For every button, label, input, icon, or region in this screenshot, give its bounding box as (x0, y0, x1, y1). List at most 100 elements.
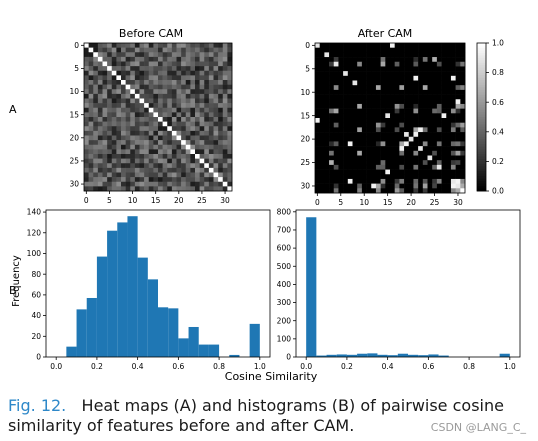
heatmap-cell (213, 130, 219, 136)
heatmap-cell (158, 181, 163, 187)
heatmap-cell (111, 61, 117, 67)
heatmap-cell (195, 75, 200, 81)
heatmap-cell (185, 167, 191, 173)
heatmap-cell (371, 160, 377, 166)
heatmap-cell (422, 80, 428, 86)
heatmap-cell (213, 80, 219, 85)
heatmap-cell (460, 75, 466, 81)
heatmap-cell (199, 43, 205, 48)
heatmap-cell (390, 127, 395, 133)
heatmap-cell (84, 163, 89, 169)
heatmap-cell (450, 108, 456, 114)
heatmap-cell (125, 144, 131, 150)
heatmap-cell (107, 121, 113, 127)
heatmap-cell (432, 164, 438, 170)
heatmap-cell (185, 80, 191, 85)
heatmap-cell (121, 154, 126, 159)
heatmap-cell (116, 75, 122, 81)
heatmap-cell (88, 84, 94, 90)
heatmap-cell (218, 117, 224, 122)
heatmap-cell (181, 149, 187, 155)
heatmap-cell (357, 136, 363, 142)
heatmap-cell (148, 126, 154, 132)
heatmap-cell (134, 56, 140, 62)
heatmap-cell (107, 98, 113, 104)
heatmap-cell (199, 112, 205, 118)
heatmap-cell (158, 98, 163, 104)
heatmap-cell (148, 154, 154, 159)
heatmap-cell (222, 121, 228, 127)
heatmap-cell (436, 174, 442, 180)
heatmap-cell (315, 118, 320, 123)
heatmap-cell (375, 52, 381, 58)
colorbar-segment (477, 173, 486, 177)
heatmap-cell (107, 186, 113, 192)
y-tick-label: 15 (300, 111, 310, 120)
heatmap-cell (158, 93, 163, 99)
heatmap-cell (208, 149, 214, 155)
heatmap-cell (390, 52, 395, 58)
panel-label-a: A (9, 103, 17, 116)
heatmap-cell (324, 169, 330, 175)
heatmap-cell (427, 61, 433, 67)
caption-text: Heat maps (A) and histograms (B) of pair… (8, 396, 504, 435)
heatmap-cell (144, 43, 150, 48)
heatmap-cell (148, 56, 154, 62)
heatmap-cell (455, 132, 461, 138)
heatmap-cell (171, 144, 177, 150)
heatmap-cell (441, 99, 447, 105)
heatmap-cell (153, 84, 159, 90)
heatmap-cell (315, 99, 320, 105)
heatmap-cell (167, 158, 173, 164)
heatmap-cell (185, 84, 191, 90)
heatmap-cell (167, 107, 173, 113)
heatmap-cell (158, 177, 163, 183)
heatmap-cell (385, 85, 391, 91)
heatmap-cell (404, 164, 410, 170)
heatmap-cell (176, 163, 182, 169)
heatmap-cell (171, 130, 177, 136)
heatmap-cell (204, 112, 210, 118)
heatmap-cell (176, 98, 182, 104)
heatmap-cell (195, 177, 200, 183)
heatmap-cell (107, 167, 113, 173)
heatmap-cell (422, 141, 428, 147)
heatmap-cell (134, 66, 140, 72)
x-tick-label: 25 (430, 198, 440, 207)
heatmap-cell (347, 174, 353, 180)
heatmap-cell (413, 150, 419, 156)
heatmap-cell (107, 130, 113, 136)
heatmap-cell (460, 174, 466, 180)
heatmap-cell (204, 130, 210, 136)
heatmap-cell (204, 172, 210, 178)
heatmap-cell (436, 136, 442, 142)
heatmap-cell (315, 103, 320, 109)
heatmap-cell (185, 107, 191, 113)
heatmap-cell (441, 75, 447, 81)
heatmap-cell (88, 117, 94, 122)
heatmap-cell (333, 57, 339, 63)
heatmap-cell (390, 85, 395, 91)
heatmap-cell (88, 47, 94, 53)
histogram-bar (418, 355, 429, 357)
heatmap-cell (432, 99, 438, 105)
heatmap-cell (333, 52, 339, 58)
heatmap-cell (319, 89, 325, 95)
heatmap-cell (333, 71, 339, 77)
heatmap-cell (185, 135, 191, 141)
heatmap-cell (107, 149, 113, 155)
heatmap-cell (153, 98, 159, 104)
heatmap-cell (134, 144, 140, 150)
heatmap-cell (158, 103, 163, 109)
heatmap-cell (125, 186, 131, 192)
heatmap-cell (125, 172, 131, 178)
heatmap-cell (357, 113, 363, 119)
heatmap-cell (455, 160, 461, 166)
heatmap-cell (418, 155, 424, 161)
heatmap-cell (204, 121, 210, 127)
heatmap-cell (385, 71, 391, 77)
heatmap-cell (84, 186, 89, 192)
heatmap-cell (171, 140, 177, 146)
colorbar-segment (477, 72, 486, 76)
heatmap-cell (418, 174, 424, 180)
